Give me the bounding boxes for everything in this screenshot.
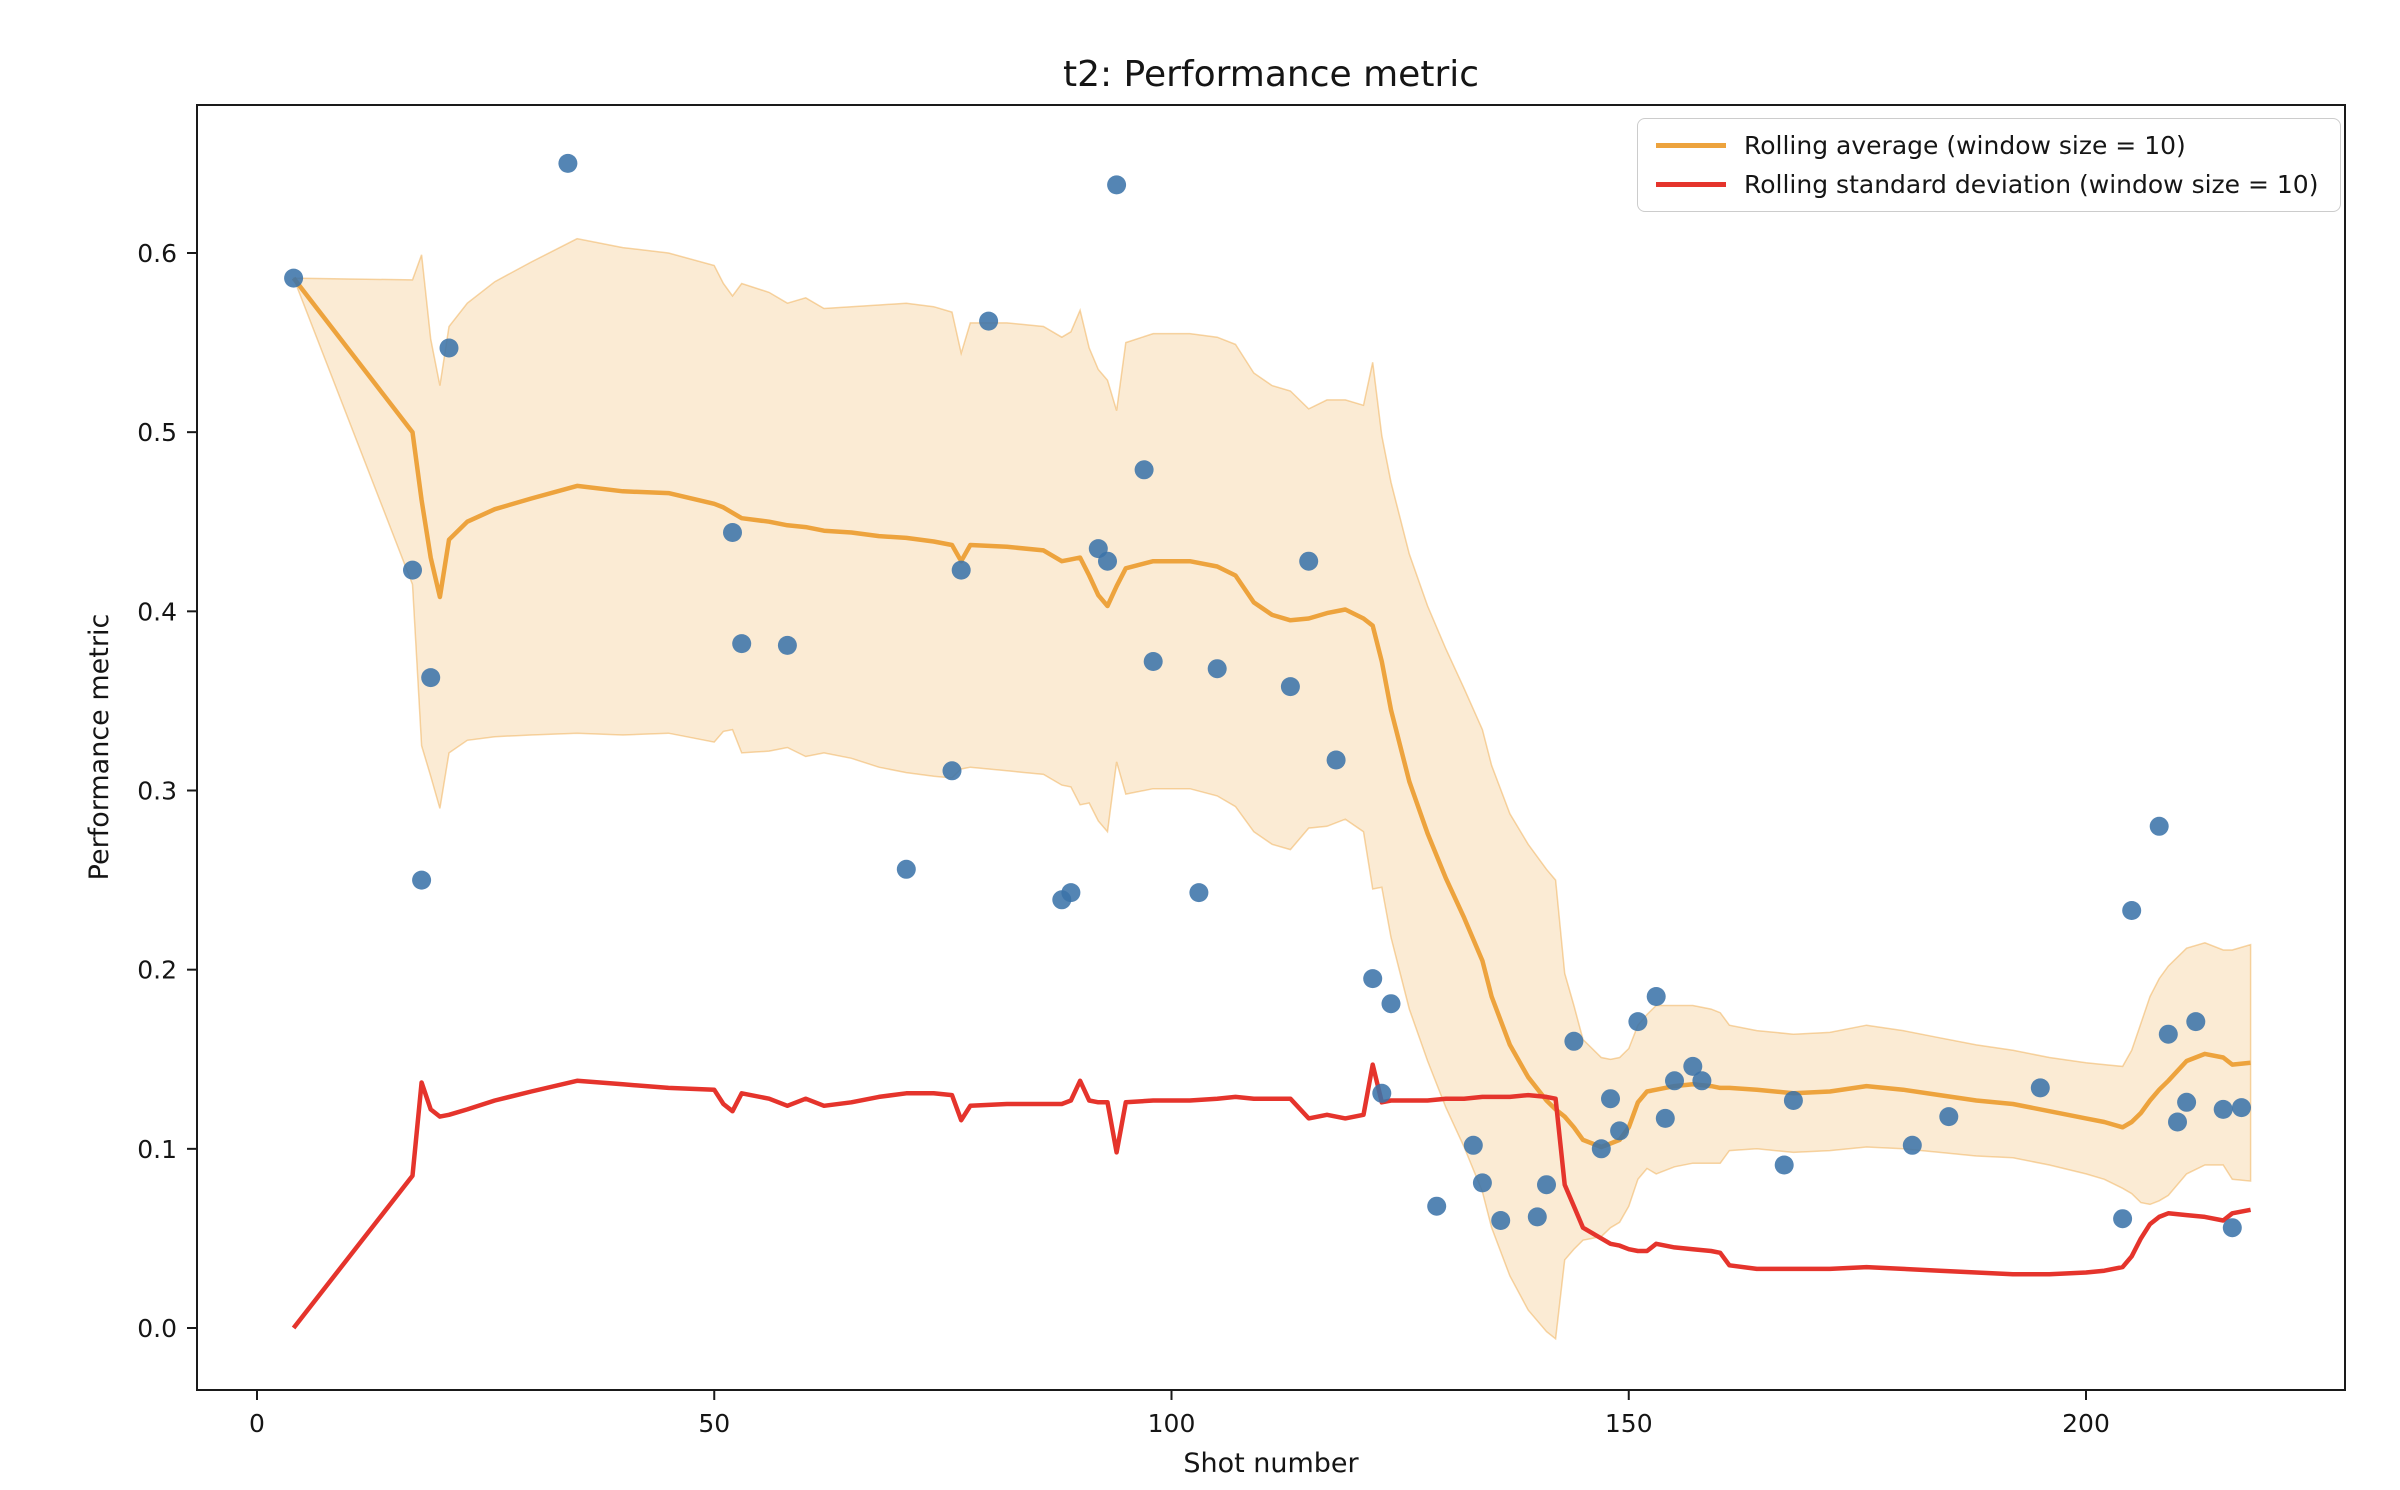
scatter-point xyxy=(2113,1209,2133,1229)
scatter-point xyxy=(1280,677,1300,697)
scatter-point xyxy=(1774,1155,1794,1175)
scatter-point xyxy=(1902,1135,1922,1155)
scatter-point xyxy=(1207,659,1227,679)
scatter-point xyxy=(777,635,797,655)
axis-ticks: 0 50 100 150 200 0.0 0.1 0.2 0.3 0.4 0.5 0.6 xyxy=(137,239,2110,1438)
scatter-point xyxy=(1601,1089,1620,1109)
scatter-point xyxy=(2232,1098,2251,1118)
scatter-points xyxy=(284,153,2251,1238)
scatter-point xyxy=(1134,460,1154,480)
rolling-average-label: Rolling average (window size = 10) xyxy=(1744,131,2186,160)
scatter-point xyxy=(951,560,971,580)
rolling-lines xyxy=(291,276,2252,1330)
scatter-point xyxy=(1427,1196,1447,1216)
axes-border xyxy=(196,104,2346,1391)
rolling-std-label: Rolling standard deviation (window size … xyxy=(1744,170,2319,199)
scatter-point xyxy=(1564,1031,1584,1051)
x-tick-label: 100 xyxy=(1148,1409,1196,1438)
scatter-point xyxy=(1326,750,1346,770)
scatter-point xyxy=(2030,1078,2050,1098)
scatter-point xyxy=(1939,1107,1959,1127)
y-tick-label: 0.3 xyxy=(137,777,177,806)
y-axis-label: Performance metric xyxy=(84,614,115,881)
scatter-point xyxy=(1628,1012,1648,1032)
chart-title: t2: Performance metric xyxy=(1063,54,1479,95)
scatter-point xyxy=(2186,1012,2206,1032)
scatter-point xyxy=(1061,883,1081,903)
scatter-point xyxy=(896,859,916,879)
scatter-point xyxy=(1683,1056,1703,1076)
scatter-point xyxy=(421,668,441,688)
scatter-point xyxy=(412,870,432,890)
x-tick-label: 0 xyxy=(249,1409,265,1438)
legend-item-rolling-std: Rolling standard deviation (window size … xyxy=(1656,170,2318,199)
scatter-point xyxy=(1098,551,1117,571)
scatter-point xyxy=(2158,1024,2178,1044)
scatter-point xyxy=(1692,1071,1712,1091)
scatter-point xyxy=(979,311,999,331)
scatter-point xyxy=(1591,1139,1611,1159)
x-tick-label: 200 xyxy=(2062,1409,2110,1438)
scatter-point xyxy=(2177,1092,2197,1112)
scatter-point xyxy=(2213,1099,2233,1119)
scatter-point xyxy=(1372,1083,1392,1103)
scatter-point xyxy=(284,268,304,288)
legend-item-rolling-average: Rolling average (window size = 10) xyxy=(1656,131,2318,160)
rolling-average-swatch xyxy=(1656,143,1726,148)
legend: Rolling average (window size = 10) Rolli… xyxy=(1637,118,2342,212)
y-tick-label: 0.4 xyxy=(137,597,177,626)
rolling-band xyxy=(292,237,2252,1341)
y-tick-label: 0.6 xyxy=(137,239,177,268)
scatter-point xyxy=(942,761,962,781)
scatter-point xyxy=(1646,987,1666,1006)
scatter-point xyxy=(1299,551,1319,571)
scatter-point xyxy=(1665,1071,1684,1091)
scatter-point xyxy=(1143,652,1163,671)
x-tick-label: 150 xyxy=(1605,1409,1653,1438)
scatter-point xyxy=(1107,175,1127,195)
scatter-point xyxy=(1189,883,1209,903)
scatter-point xyxy=(1527,1207,1547,1227)
x-axis-label: Shot number xyxy=(1183,1448,1359,1479)
scatter-point xyxy=(1472,1173,1492,1193)
scatter-point xyxy=(1363,969,1383,989)
scatter-point xyxy=(1537,1175,1556,1195)
rolling-std-swatch xyxy=(1656,182,1726,187)
rolling-average-line xyxy=(291,276,2251,1150)
y-tick-label: 0.0 xyxy=(137,1314,177,1343)
scatter-point xyxy=(723,523,742,542)
scatter-point xyxy=(1655,1108,1675,1128)
y-tick-label: 0.1 xyxy=(137,1135,177,1164)
scatter-point xyxy=(1463,1135,1483,1155)
scatter-point xyxy=(439,338,459,358)
y-tick-label: 0.2 xyxy=(137,956,177,985)
scatter-point xyxy=(558,153,578,173)
scatter-point xyxy=(2122,901,2142,920)
scatter-point xyxy=(1381,994,1401,1014)
y-tick-label: 0.5 xyxy=(137,418,177,447)
scatter-point xyxy=(1491,1211,1511,1230)
rolling-band-area xyxy=(292,237,2252,1341)
scatter-point xyxy=(2149,816,2169,836)
x-tick-label: 50 xyxy=(698,1409,730,1438)
scatter-point xyxy=(2168,1112,2187,1132)
scatter-point xyxy=(2222,1218,2242,1238)
rolling-std-line xyxy=(291,1062,2252,1330)
scatter-point xyxy=(403,560,422,580)
scatter-point xyxy=(1783,1091,1803,1110)
scatter-point xyxy=(732,634,752,654)
scatter-point xyxy=(1610,1121,1630,1141)
